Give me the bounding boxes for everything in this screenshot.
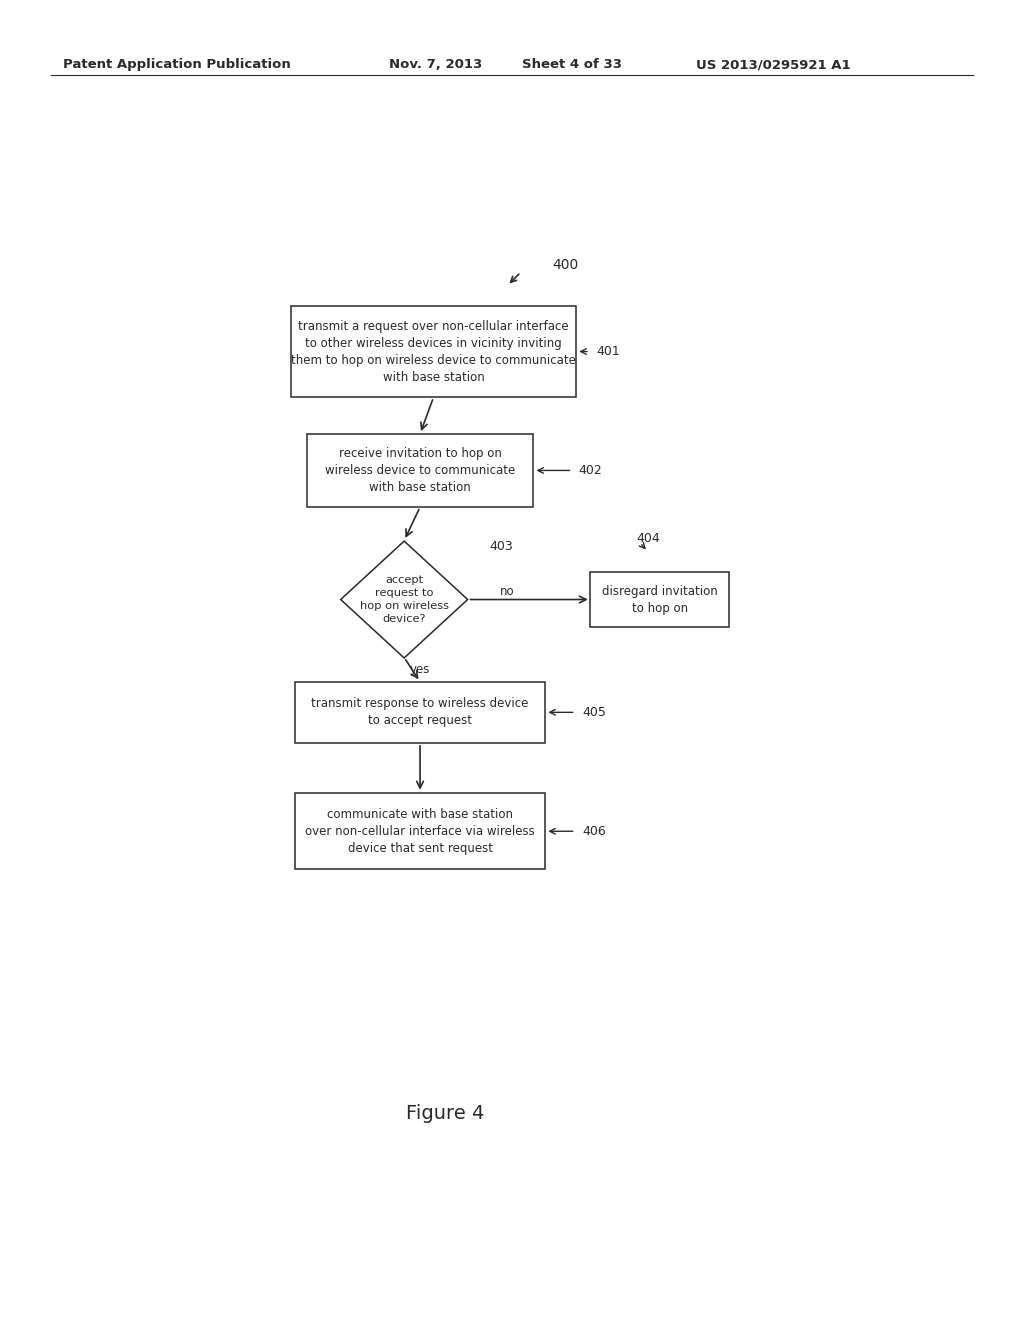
Text: transmit response to wireless device
to accept request: transmit response to wireless device to … (311, 697, 528, 727)
Text: Figure 4: Figure 4 (407, 1105, 484, 1123)
Text: yes: yes (410, 663, 430, 676)
Text: 405: 405 (582, 706, 606, 719)
Text: 401: 401 (596, 345, 620, 358)
Text: Sheet 4 of 33: Sheet 4 of 33 (522, 58, 623, 71)
Text: 400: 400 (553, 259, 579, 272)
Text: 404: 404 (636, 532, 659, 545)
FancyBboxPatch shape (295, 793, 545, 870)
FancyBboxPatch shape (291, 306, 577, 397)
Text: receive invitation to hop on
wireless device to communicate
with base station: receive invitation to hop on wireless de… (325, 447, 515, 494)
FancyBboxPatch shape (590, 572, 729, 627)
Text: 403: 403 (489, 540, 513, 553)
Text: 402: 402 (579, 463, 602, 477)
Text: Patent Application Publication: Patent Application Publication (63, 58, 291, 71)
Polygon shape (341, 541, 468, 657)
Text: disregard invitation
to hop on: disregard invitation to hop on (602, 585, 718, 615)
Text: Nov. 7, 2013: Nov. 7, 2013 (389, 58, 482, 71)
Text: accept
request to
hop on wireless
device?: accept request to hop on wireless device… (359, 574, 449, 624)
Text: transmit a request over non-cellular interface
to other wireless devices in vici: transmit a request over non-cellular int… (291, 319, 575, 384)
Text: 406: 406 (582, 825, 605, 838)
Text: communicate with base station
over non-cellular interface via wireless
device th: communicate with base station over non-c… (305, 808, 535, 855)
Text: US 2013/0295921 A1: US 2013/0295921 A1 (696, 58, 851, 71)
FancyBboxPatch shape (307, 434, 534, 507)
FancyBboxPatch shape (295, 682, 545, 743)
Text: no: no (500, 585, 514, 598)
